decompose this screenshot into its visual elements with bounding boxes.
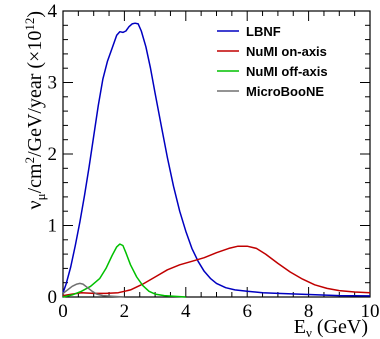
series-line-numi-on-axis [62,245,371,297]
legend-label-lbnf: LBNF [246,24,281,39]
x-tick-label: 0 [58,301,68,322]
x-tick-label: 2 [120,301,130,322]
plot-area [62,10,371,298]
y-tick-label: 0 [48,287,58,308]
x-tick-label: 4 [181,301,191,322]
x-tick-label: 10 [361,301,380,322]
legend: LBNF NuMI on-axis NuMI off-axis MicroBoo… [217,24,328,99]
x-tick-label: 6 [242,301,252,322]
y-axis-title: νμ/cm2/GeV/year (×1012) [22,11,48,209]
y-tick-labels: 0 1 2 3 4 [48,1,58,308]
legend-label-numi-off-axis: NuMI off-axis [246,64,328,79]
legend-label-numi-on-axis: NuMI on-axis [246,44,327,59]
x-tick-labels: 0 2 4 6 8 10 [58,301,379,322]
legend-label-microboone: MicroBooNE [246,84,324,99]
tick-marks [62,10,371,298]
y-tick-label: 1 [48,216,58,237]
series-lines [62,22,371,298]
series-line-lbnf [62,22,371,297]
x-axis-title: Eν (GeV) [294,316,368,339]
y-tick-label: 3 [48,73,58,94]
y-tick-label: 2 [48,144,58,165]
series-line-numi-off-axis [62,243,186,298]
series-line-microboone [62,282,125,298]
x-tick-label: 8 [304,301,314,322]
y-tick-label: 4 [48,1,58,22]
